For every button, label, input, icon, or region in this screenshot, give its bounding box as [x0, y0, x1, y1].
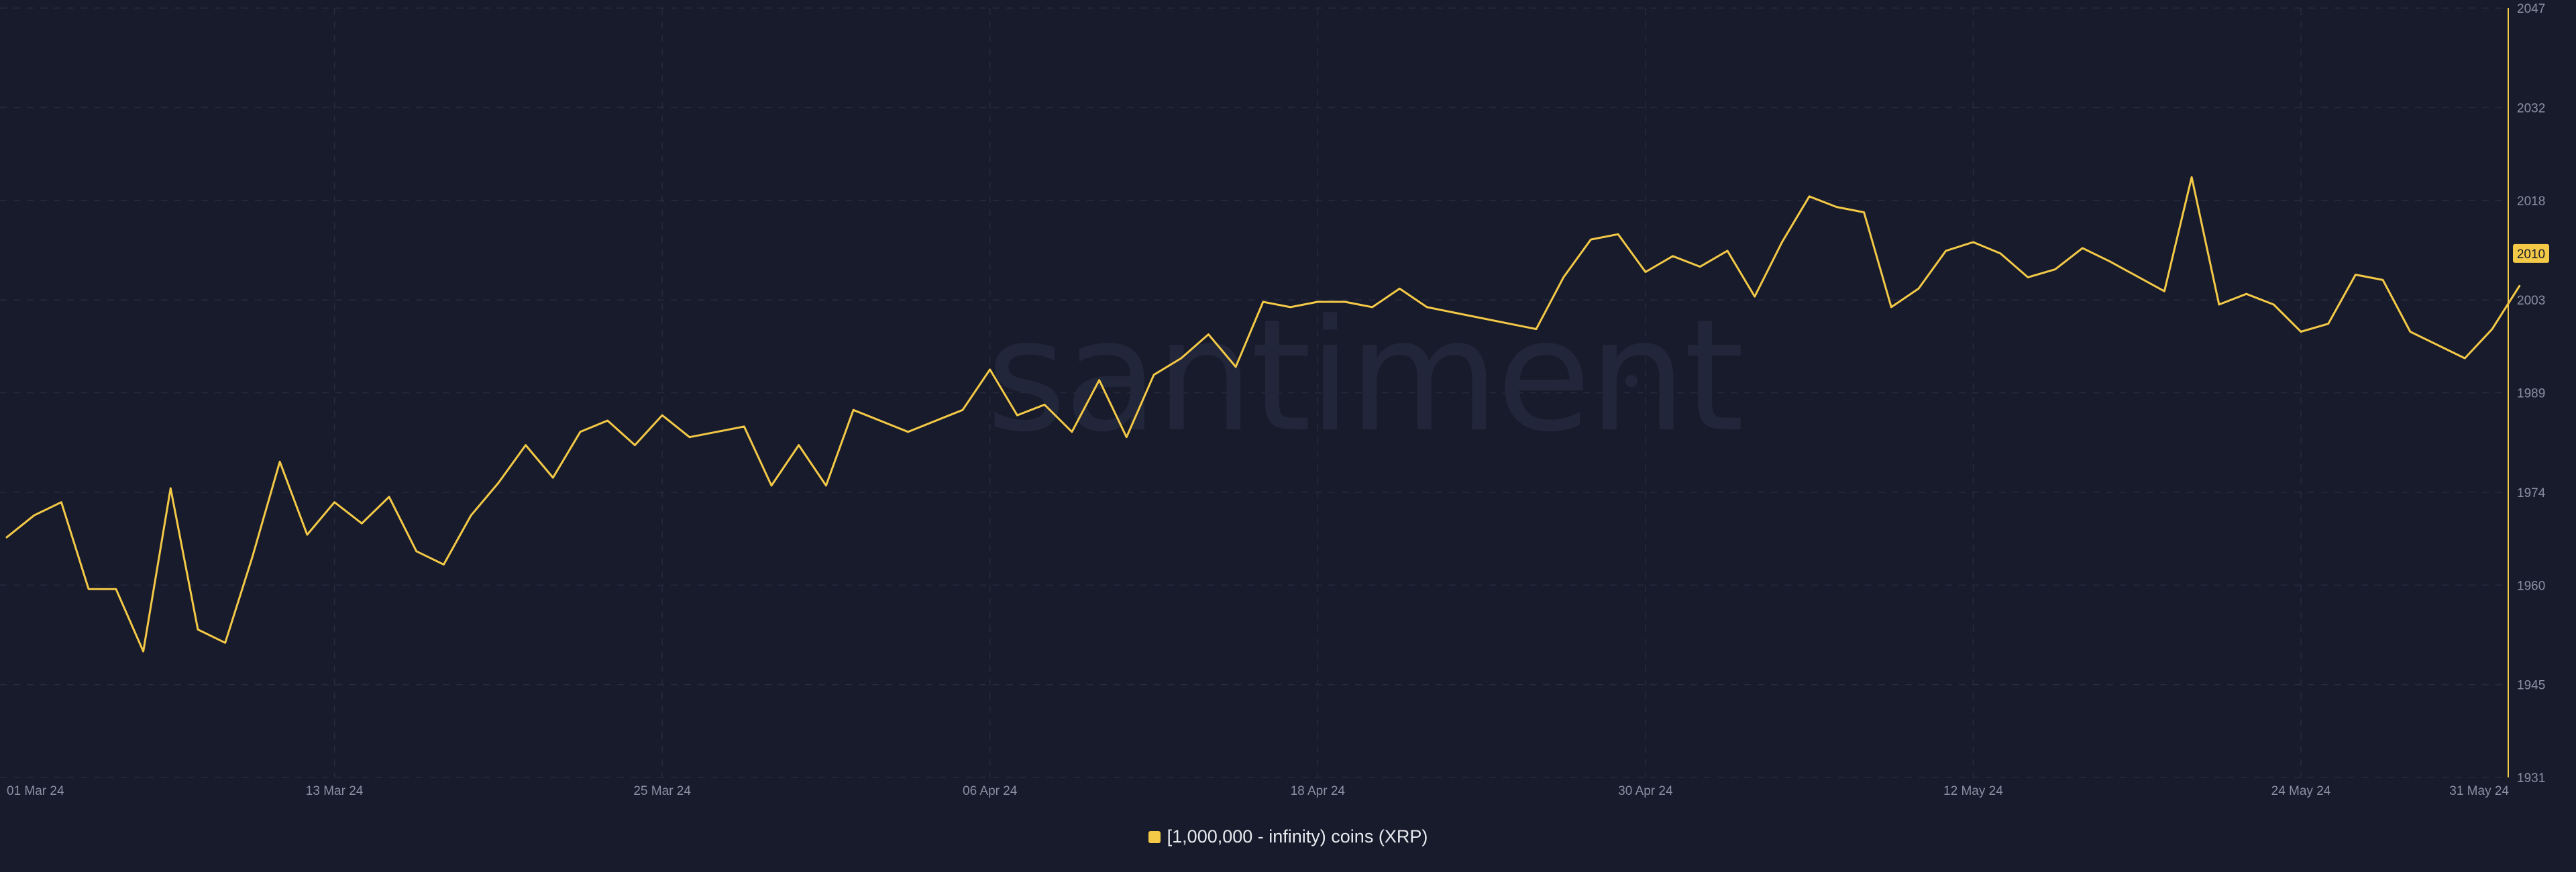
x-tick-label: 31 May 24 [2449, 784, 2509, 798]
x-axis: 01 Mar 24 13 Mar 24 25 Mar 24 06 Apr 24 18 A… [7, 784, 2509, 798]
y-tick-label: 1960 [2517, 579, 2545, 593]
y-tick-label: 1989 [2517, 387, 2545, 401]
x-tick-label: 12 May 24 [1943, 784, 2003, 798]
x-tick-label: 30 Apr 24 [1618, 784, 1673, 798]
x-tick-label: 25 Mar 24 [633, 784, 691, 798]
y-tick-label: 2018 [2517, 195, 2545, 209]
current-value-badge-group: 2010 [2513, 243, 2549, 263]
series-line[interactable] [5, 176, 2521, 653]
y-tick-label: 2032 [2517, 101, 2545, 115]
legend-swatch [1148, 830, 1161, 843]
x-tick-label: 06 Apr 24 [963, 784, 1018, 798]
y-tick-label: 2003 [2517, 294, 2545, 308]
grid [0, 7, 2507, 778]
y-tick-label: 1931 [2517, 771, 2545, 785]
legend[interactable]: [1,000,000 - infinity) coins (XRP) [0, 826, 2576, 847]
y-axis: 1931 1945 1960 1974 1989 2003 2018 2032 2047 [2508, 2, 2546, 785]
x-tick-label: 01 Mar 24 [7, 784, 64, 798]
santiment-watermark: santiment [986, 287, 1741, 466]
current-value-badge-text: 2010 [2517, 248, 2545, 262]
y-tick-label: 2047 [2517, 2, 2545, 16]
x-tick-label: 18 Apr 24 [1291, 784, 1346, 798]
current-value-badge [2513, 243, 2549, 263]
y-tick-label: 1945 [2517, 679, 2545, 693]
x-tick-label: 13 Mar 24 [306, 784, 364, 798]
watermark-dot [1625, 375, 1638, 387]
series-layer [5, 176, 2521, 653]
x-tick-label: 24 May 24 [2271, 784, 2331, 798]
y-tick-label: 1974 [2517, 486, 2546, 500]
legend-label: [1,000,000 - infinity) coins (XRP) [1167, 826, 1428, 847]
